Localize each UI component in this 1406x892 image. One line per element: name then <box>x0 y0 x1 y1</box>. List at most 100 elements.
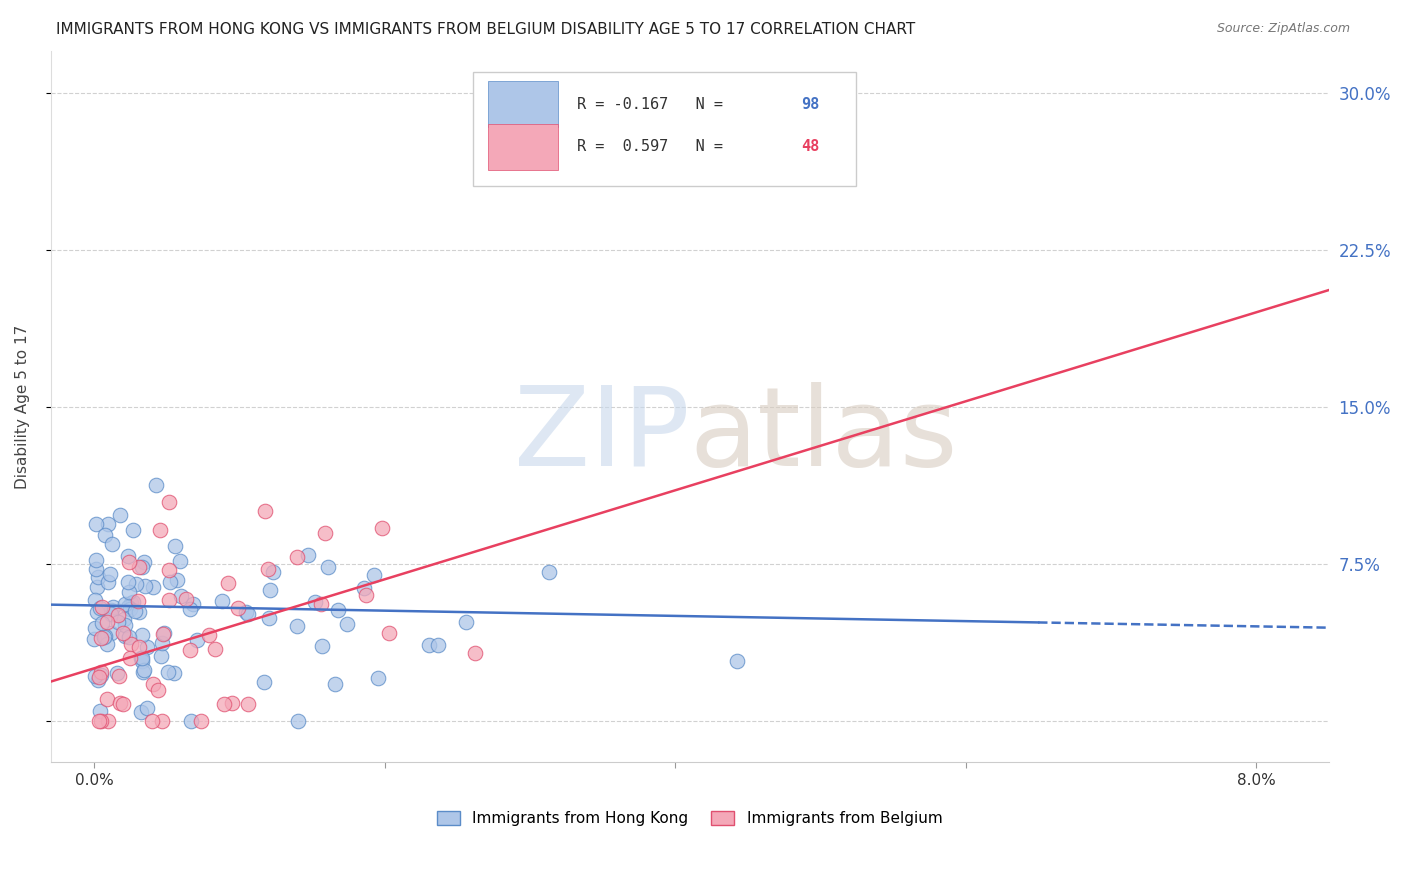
Point <box>238 607 260 622</box>
Point <box>153 625 176 640</box>
Point <box>141 714 163 728</box>
Point <box>257 562 280 576</box>
Point <box>285 550 308 565</box>
Point <box>84 552 107 566</box>
Point <box>132 663 155 677</box>
Point <box>108 697 131 711</box>
Text: R =  0.597   N =: R = 0.597 N = <box>578 139 733 154</box>
Point <box>148 683 170 698</box>
Point <box>87 670 110 684</box>
Point <box>150 636 173 650</box>
Point <box>325 677 347 691</box>
Point <box>98 567 121 582</box>
Point <box>326 603 349 617</box>
Point <box>235 605 257 619</box>
Point <box>131 560 153 574</box>
Point <box>318 560 340 574</box>
Point <box>86 581 108 595</box>
Point <box>169 554 191 568</box>
Point <box>93 630 115 644</box>
Point <box>131 650 153 665</box>
Point <box>94 527 117 541</box>
Point <box>89 704 111 718</box>
Point <box>107 615 129 629</box>
Point <box>96 637 118 651</box>
Point <box>87 569 110 583</box>
Point <box>96 615 118 630</box>
Point <box>464 646 486 660</box>
Point <box>94 629 117 643</box>
Point <box>157 592 180 607</box>
Point <box>118 555 141 569</box>
Point <box>180 714 202 728</box>
Point <box>128 605 150 619</box>
Point <box>124 604 146 618</box>
Point <box>456 615 478 629</box>
Point <box>100 607 122 621</box>
Point <box>314 525 336 540</box>
Point <box>335 617 357 632</box>
Point <box>87 673 110 687</box>
Point <box>212 697 235 711</box>
Point <box>83 621 105 635</box>
Point <box>84 669 107 683</box>
Text: R = -0.167   N =: R = -0.167 N = <box>578 96 733 112</box>
Text: Source: ZipAtlas.com: Source: ZipAtlas.com <box>1216 22 1350 36</box>
Point <box>122 523 145 537</box>
Point <box>179 602 201 616</box>
Point <box>100 626 122 640</box>
Point <box>190 714 212 728</box>
Point <box>91 600 114 615</box>
Point <box>304 595 326 609</box>
Point <box>86 605 108 619</box>
Point <box>157 495 180 509</box>
Point <box>114 597 136 611</box>
Text: atlas: atlas <box>690 382 959 489</box>
FancyBboxPatch shape <box>472 72 856 186</box>
Point <box>83 632 105 647</box>
Point <box>145 478 167 492</box>
Point <box>150 714 173 728</box>
Point <box>309 597 332 611</box>
Point <box>101 599 124 614</box>
Point <box>204 641 226 656</box>
Point <box>118 602 141 616</box>
Point <box>149 523 172 537</box>
Text: IMMIGRANTS FROM HONG KONG VS IMMIGRANTS FROM BELGIUM DISABILITY AGE 5 TO 17 CORR: IMMIGRANTS FROM HONG KONG VS IMMIGRANTS … <box>56 22 915 37</box>
Point <box>105 666 128 681</box>
Point <box>125 576 148 591</box>
Point <box>257 611 280 625</box>
Point <box>297 549 319 563</box>
Point <box>100 603 122 617</box>
Point <box>89 601 111 615</box>
Point <box>131 654 153 668</box>
Point <box>97 516 120 531</box>
Point <box>311 639 333 653</box>
Text: 98: 98 <box>801 96 820 112</box>
Point <box>142 580 165 594</box>
Point <box>262 566 284 580</box>
Point <box>120 637 142 651</box>
Point <box>131 705 153 719</box>
Point <box>142 677 165 691</box>
Point <box>166 573 188 587</box>
Point <box>253 503 276 517</box>
Point <box>129 651 152 665</box>
Point <box>84 592 107 607</box>
Point <box>157 563 180 577</box>
Point <box>114 618 136 632</box>
Point <box>285 619 308 633</box>
Point <box>371 521 394 535</box>
Point <box>287 714 309 728</box>
Y-axis label: Disability Age 5 to 17: Disability Age 5 to 17 <box>15 325 30 489</box>
Point <box>134 555 156 569</box>
Point <box>127 594 149 608</box>
Point <box>117 599 139 614</box>
Point <box>163 666 186 681</box>
Point <box>236 698 259 712</box>
Point <box>426 638 449 652</box>
Point <box>112 626 135 640</box>
Text: ZIP: ZIP <box>515 382 690 489</box>
Point <box>367 671 389 685</box>
Point <box>179 643 201 657</box>
